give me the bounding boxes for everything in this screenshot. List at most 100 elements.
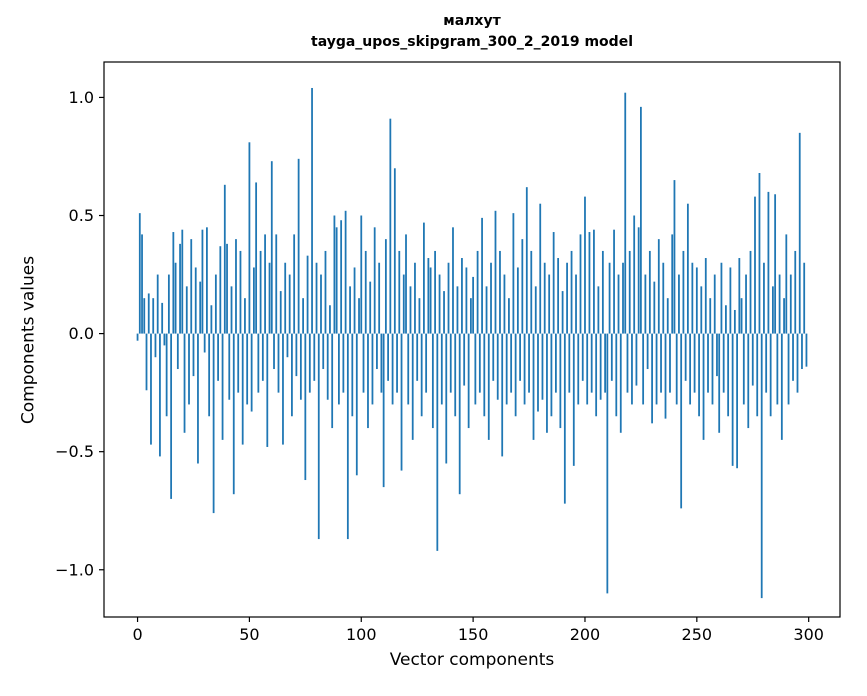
bar [329, 305, 331, 334]
bar [680, 333, 683, 509]
bar [478, 333, 481, 393]
bar [382, 333, 385, 488]
bar [431, 333, 434, 429]
bar [373, 227, 376, 334]
bar [487, 333, 490, 440]
bar [425, 333, 428, 393]
bar [754, 196, 756, 334]
bar [405, 234, 407, 334]
bar [499, 250, 501, 334]
bar [512, 213, 515, 334]
x-tick-label: 150 [458, 625, 489, 644]
bar [434, 250, 436, 334]
bar [492, 333, 495, 381]
bar [798, 132, 801, 334]
bar [411, 333, 414, 440]
bar [675, 333, 678, 405]
bar [230, 286, 233, 334]
bar [541, 333, 544, 400]
bar [590, 333, 593, 393]
x-tick-label: 100 [346, 625, 377, 644]
bar [266, 333, 269, 447]
bar [796, 333, 799, 393]
bar [633, 215, 636, 334]
bar [749, 250, 752, 334]
bar [268, 262, 271, 334]
bar [530, 250, 533, 334]
x-tick-label: 300 [793, 625, 824, 644]
bar [483, 333, 486, 417]
bar [346, 333, 349, 540]
bar [581, 333, 584, 381]
bar [299, 333, 302, 400]
bar [279, 291, 282, 334]
bar [297, 158, 300, 334]
bar [550, 333, 553, 417]
bar [465, 267, 468, 334]
bar [559, 333, 562, 429]
bar [570, 250, 573, 334]
bar [774, 194, 777, 334]
bar [333, 215, 336, 334]
bar [686, 203, 689, 334]
bar [481, 217, 483, 334]
bar [331, 333, 334, 429]
bar [197, 333, 199, 464]
bar [239, 250, 242, 334]
bar [745, 274, 747, 334]
bar [519, 333, 521, 381]
bar [138, 213, 141, 334]
bar [646, 333, 649, 370]
bar [671, 234, 674, 334]
bar [324, 250, 327, 334]
bar [733, 309, 736, 334]
bar [454, 333, 457, 417]
bar [713, 274, 716, 334]
bar [720, 262, 723, 334]
bar [420, 333, 423, 417]
bar [407, 333, 410, 405]
bar [584, 196, 586, 334]
bar [214, 274, 217, 334]
bar [508, 298, 510, 334]
bar [619, 333, 622, 433]
bar [161, 302, 164, 334]
bar [494, 210, 497, 334]
bar [763, 262, 765, 334]
bar [282, 333, 284, 445]
bar [340, 220, 343, 334]
bar [534, 286, 537, 334]
bar [221, 333, 224, 440]
bar [702, 333, 705, 440]
bar [608, 262, 611, 334]
bar [400, 333, 403, 471]
bar [742, 333, 745, 405]
bar [561, 291, 564, 334]
bar [438, 274, 441, 334]
bar [429, 267, 432, 334]
bar [738, 258, 741, 334]
bar [217, 333, 219, 381]
bar [402, 274, 405, 334]
bar [427, 258, 430, 334]
bar [525, 187, 528, 334]
bar [174, 262, 177, 334]
bar [695, 267, 698, 334]
bar [595, 333, 598, 417]
bar [747, 333, 750, 429]
bar [369, 281, 372, 334]
bar [566, 262, 568, 334]
bar [179, 243, 181, 334]
bar [286, 333, 289, 358]
y-tick-label: 1.0 [69, 88, 94, 107]
bar [418, 298, 421, 334]
bar [476, 250, 479, 334]
bar [637, 227, 640, 334]
bar [575, 274, 577, 334]
bar [467, 333, 470, 429]
bar [709, 298, 712, 334]
bar [503, 274, 506, 334]
bar [684, 333, 687, 381]
chart-subtitle: tayga_upos_skipgram_300_2_2019 model [311, 34, 633, 50]
bar [226, 243, 228, 334]
